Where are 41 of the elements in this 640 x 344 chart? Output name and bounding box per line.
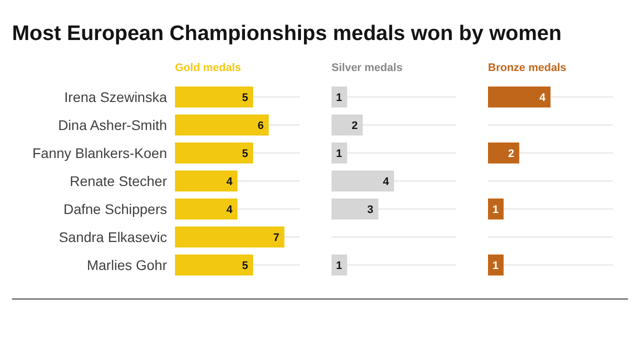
y-tick-label: Fanny Blankers-Koen <box>32 144 167 161</box>
y-tick-label: Renate Stecher <box>70 172 168 189</box>
chart-title: Most European Championships medals won by women <box>12 22 562 45</box>
data-label: 7 <box>273 232 280 244</box>
bar <box>175 114 269 136</box>
data-label: 1 <box>336 92 342 104</box>
bar <box>175 170 238 192</box>
bar <box>175 254 254 276</box>
data-label: 4 <box>539 92 546 104</box>
y-tick-label: Marlies Gohr <box>86 256 168 273</box>
data-label: 2 <box>352 120 358 132</box>
bar <box>332 198 378 220</box>
bar <box>175 198 238 220</box>
data-label: 4 <box>226 176 234 188</box>
bar <box>332 86 348 108</box>
bar <box>175 226 284 248</box>
y-tick-label: Dina Asher-Smith <box>58 116 167 133</box>
data-label: 1 <box>336 260 342 272</box>
data-label: 1 <box>336 148 342 160</box>
y-tick-label: Sandra Elkasevic <box>58 228 167 245</box>
data-label: 1 <box>492 260 499 272</box>
data-label: 5 <box>242 92 248 104</box>
bar <box>175 86 254 108</box>
chart-subtitle: Gold medals <box>175 62 242 74</box>
bar <box>332 114 363 136</box>
data-label: 4 <box>226 204 234 216</box>
data-label: 5 <box>242 260 248 272</box>
bar <box>332 254 348 276</box>
data-label: 1 <box>492 204 499 216</box>
data-label: 3 <box>367 204 374 216</box>
y-tick-label: Dafne Schippers <box>63 200 167 217</box>
bar <box>175 142 254 164</box>
data-label: 4 <box>382 176 390 188</box>
bar <box>332 142 348 164</box>
data-label: 2 <box>508 148 514 160</box>
data-label: 5 <box>242 148 248 160</box>
chart-subtitle: Silver medals <box>332 62 402 74</box>
chart-subtitle: Bronze medals <box>488 62 566 74</box>
y-tick-label: Irena Szewinska <box>64 88 168 105</box>
bar <box>332 170 394 192</box>
data-label: 6 <box>258 120 264 132</box>
